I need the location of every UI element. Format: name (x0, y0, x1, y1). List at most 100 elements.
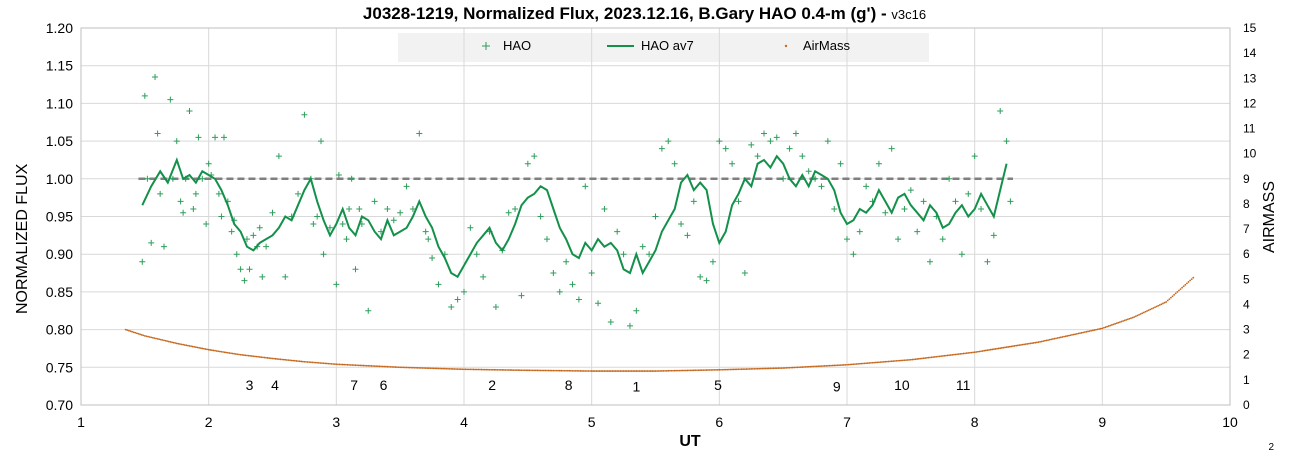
airmass-point (1048, 338, 1051, 341)
airmass-point (206, 348, 208, 351)
legend-marker-hao (482, 42, 490, 50)
airmass-point (1189, 279, 1192, 282)
airmass-point (673, 369, 676, 372)
airmass-point (498, 368, 501, 371)
hao-point (678, 221, 685, 228)
hao-point (665, 138, 672, 145)
airmass-point (249, 354, 252, 357)
airmass-point (745, 368, 748, 370)
airmass-point (932, 356, 935, 359)
airmass-point (651, 370, 654, 372)
airmass-point (538, 369, 540, 372)
airmass-point (238, 353, 240, 356)
airmass-point (815, 365, 818, 368)
airmass-point (1091, 329, 1094, 332)
airmass-point (927, 356, 930, 359)
airmass-point (507, 369, 510, 371)
hao-point (703, 277, 710, 284)
airmass-point (917, 357, 920, 360)
airmass-point (396, 366, 398, 369)
hao-point (173, 138, 180, 145)
hao-point (697, 273, 704, 280)
airmass-point (571, 369, 574, 372)
hao-point (754, 153, 761, 160)
airmass-point (1120, 320, 1123, 323)
airmass-point (155, 337, 157, 340)
airmass-point (850, 363, 853, 366)
hao-point (512, 205, 519, 212)
airmass-point (415, 366, 418, 369)
airmass-point (230, 352, 232, 355)
airmass-point (381, 365, 384, 368)
airmass-point (656, 370, 658, 372)
airmass-point (1010, 345, 1013, 348)
airmass-point (716, 368, 719, 371)
airmass-point (846, 363, 848, 366)
airmass-point (429, 367, 432, 370)
airmass-point (919, 357, 922, 360)
airmass-point (324, 362, 327, 365)
airmass-point (721, 368, 724, 371)
airmass-point (490, 368, 493, 371)
airmass-point (965, 352, 968, 355)
airmass-point (1163, 301, 1166, 304)
hao-point (301, 111, 308, 118)
airmass-point (175, 342, 178, 345)
airmass-point (472, 368, 475, 371)
airmass-point (1104, 326, 1107, 329)
airmass-point (1157, 304, 1160, 307)
airmass-point (683, 369, 686, 372)
hao-point (352, 266, 359, 273)
airmass-point (180, 343, 183, 346)
hao-point (199, 175, 206, 182)
hao-point (614, 228, 621, 235)
airmass-point (852, 363, 855, 366)
legend-marker-airmass (784, 44, 788, 48)
airmass-point (897, 359, 899, 362)
airmass-point (637, 370, 639, 372)
hao-point (537, 213, 544, 220)
airmass-point (1174, 292, 1177, 295)
airmass-point (405, 366, 408, 369)
hao-point (348, 175, 355, 182)
airmass-point (903, 359, 906, 362)
airmass-point (810, 365, 813, 368)
airmass-point (1136, 314, 1139, 317)
airmass-point (341, 363, 344, 366)
airmass-point (397, 366, 400, 369)
airmass-point (793, 366, 796, 369)
airmass-point (534, 369, 537, 372)
hao-point (607, 319, 614, 326)
airmass-point (539, 369, 542, 372)
airmass-point (1128, 317, 1131, 320)
hao-point (339, 221, 346, 228)
hao-point (709, 258, 716, 265)
airmass-point (1126, 318, 1129, 321)
airmass-point (1125, 318, 1128, 321)
hao-point (882, 209, 889, 216)
hao-point (256, 224, 263, 231)
hao-point (250, 232, 257, 239)
airmass-point (424, 367, 427, 370)
airmass-point (1099, 327, 1102, 330)
x-tick-label: 2 (205, 414, 213, 430)
airmass-point (818, 365, 821, 368)
title-separator: - (876, 4, 892, 23)
airmass-point (925, 356, 928, 359)
airmass-point (378, 365, 381, 368)
airmass-point (1090, 329, 1093, 332)
airmass-point (147, 335, 149, 338)
airmass-point (544, 369, 547, 372)
airmass-point (1096, 328, 1099, 331)
airmass-point (940, 355, 943, 358)
airmass-point (467, 368, 470, 371)
airmass-point (510, 369, 513, 371)
airmass-point (423, 367, 426, 369)
airmass-point (204, 348, 207, 350)
airmass-point (504, 369, 507, 371)
airmass-point (898, 359, 901, 362)
airmass-point (779, 367, 781, 370)
airmass-point (1147, 309, 1150, 312)
x-tick-label: 1 (77, 414, 85, 430)
airmass-point (878, 361, 880, 364)
